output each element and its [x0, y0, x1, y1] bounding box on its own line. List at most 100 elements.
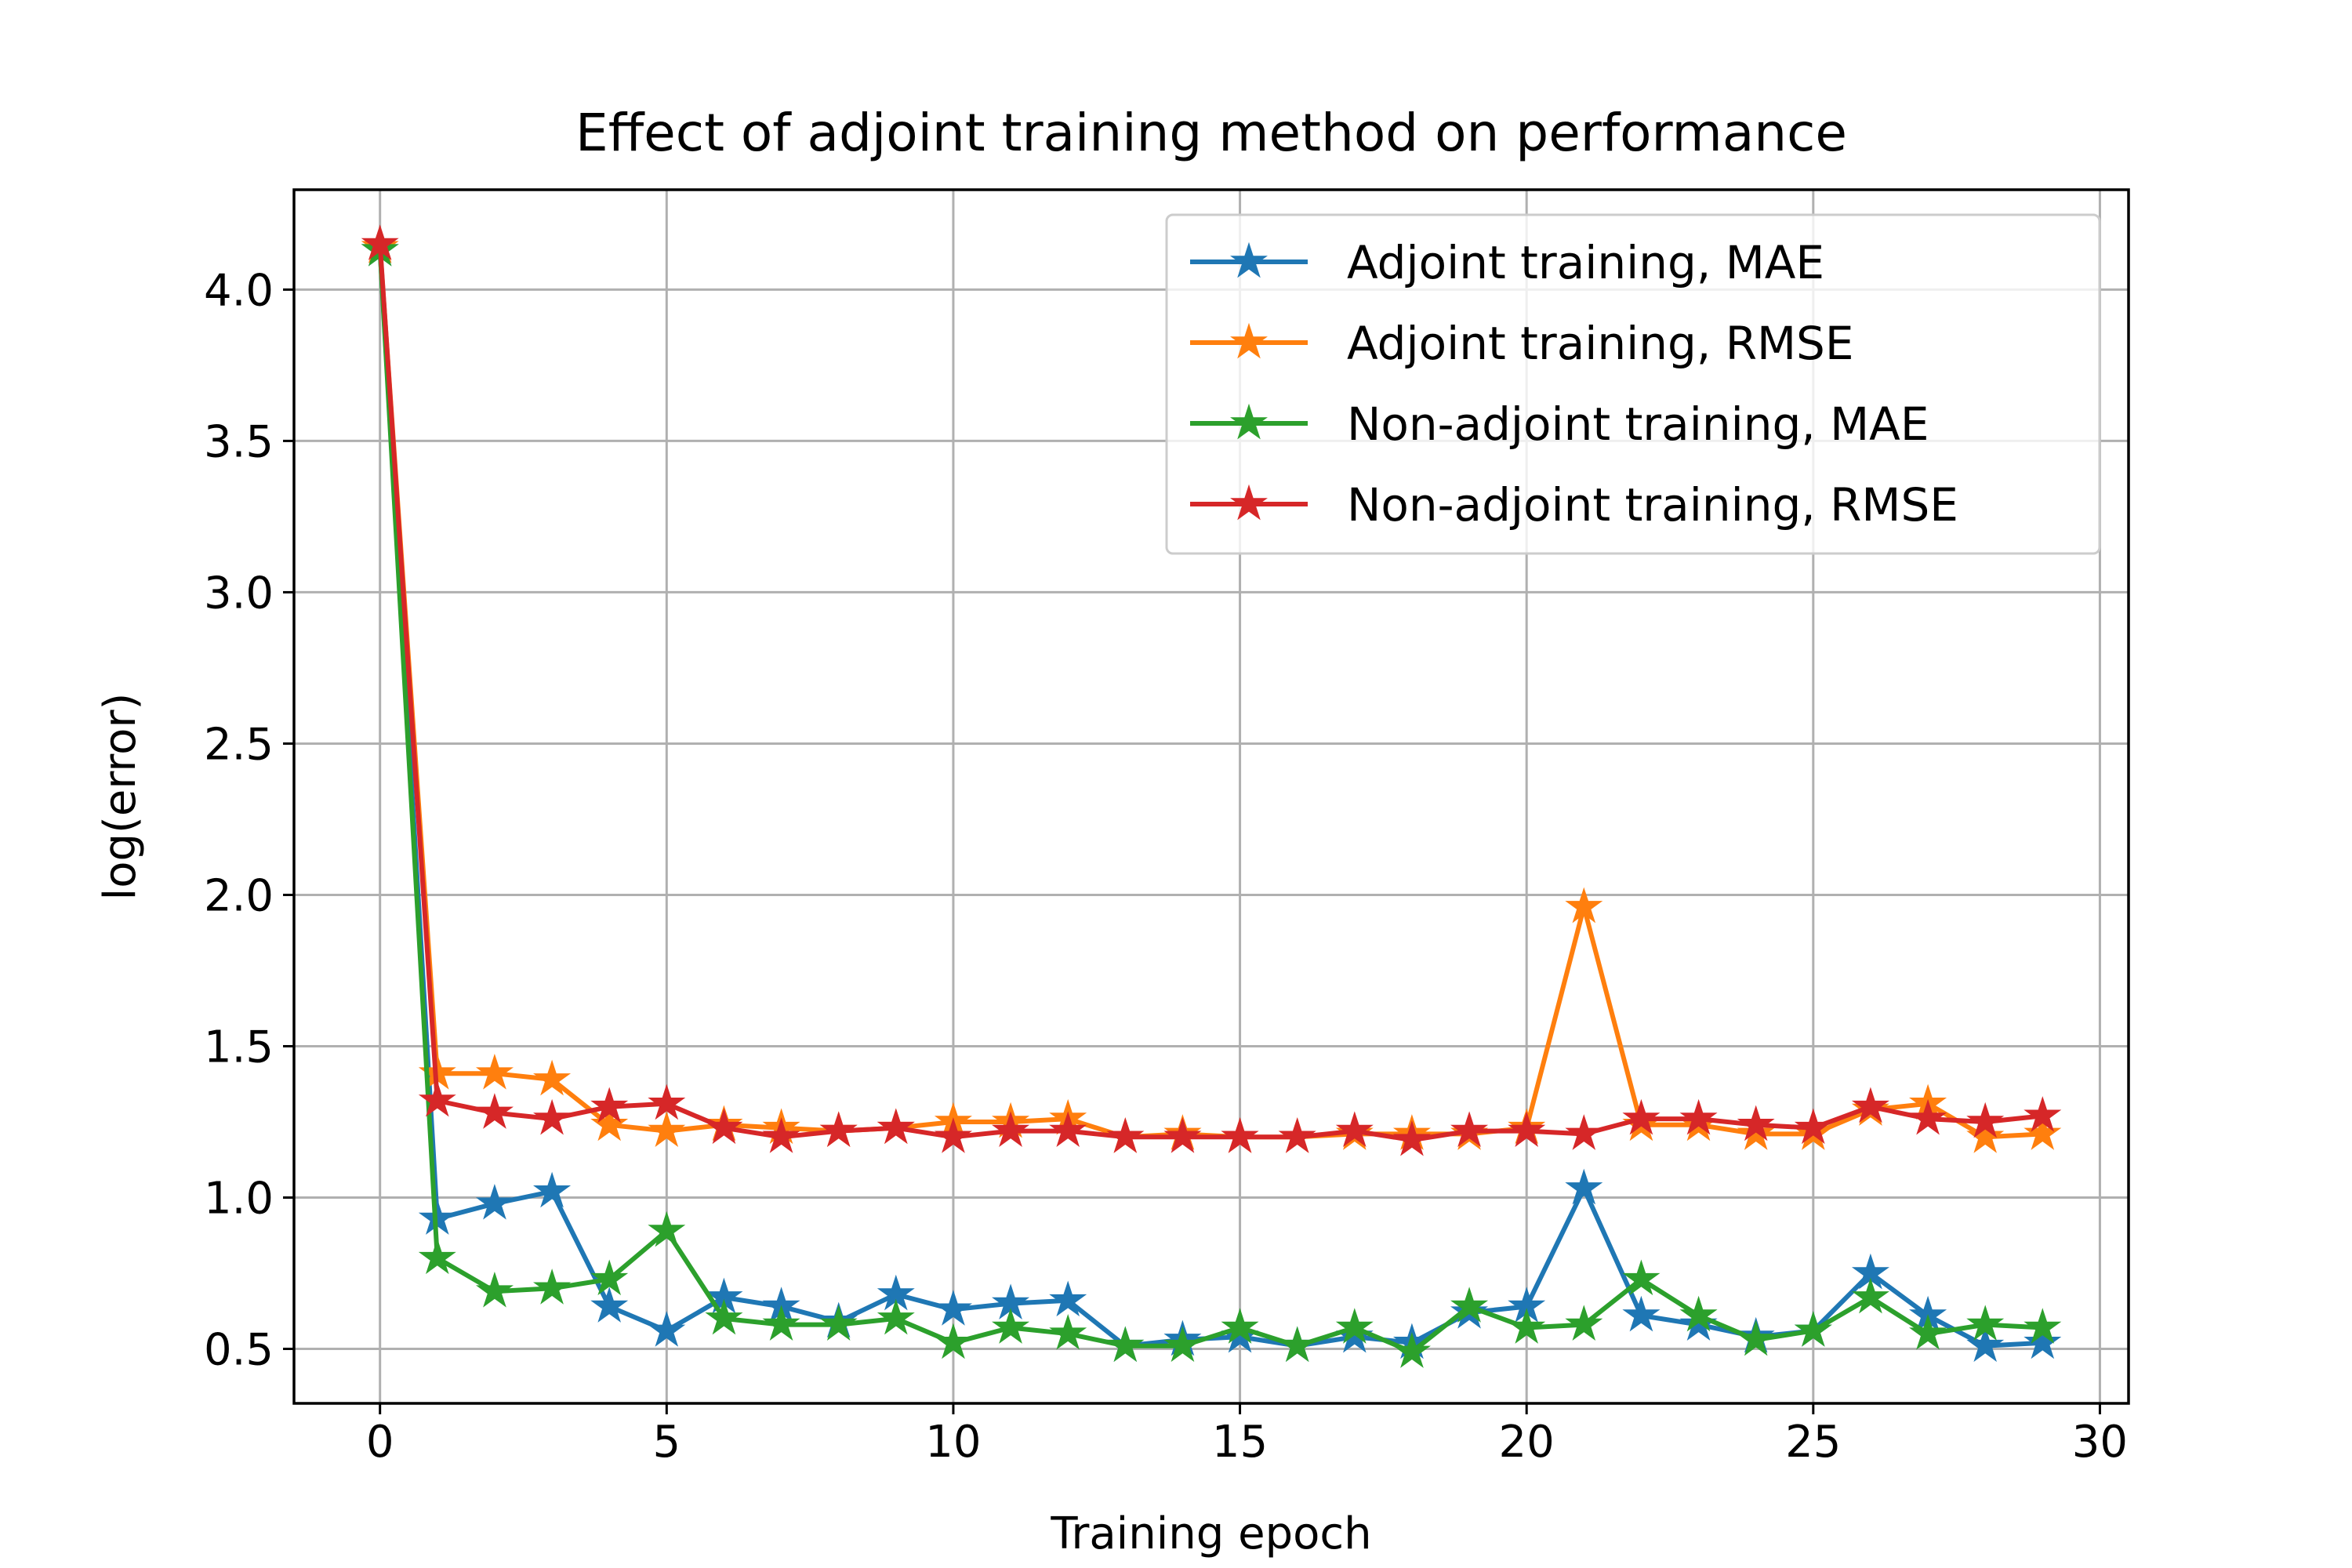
plot-frame [292, 188, 2130, 1405]
data-point [1909, 1313, 1947, 1350]
data-point [1737, 1319, 1775, 1356]
legend-label: Adjoint training, MAE [1347, 236, 1824, 289]
y-tick-label: 4.0 [204, 265, 274, 316]
legend-label: Non-adjoint training, MAE [1347, 397, 1929, 451]
data-point [361, 224, 399, 260]
data-point [992, 1308, 1030, 1344]
data-point [1450, 1287, 1489, 1323]
data-point [1966, 1117, 2005, 1153]
x-axis-label: Training epoch [1050, 1508, 1371, 1559]
series-3 [361, 230, 2062, 1368]
data-point [648, 1111, 686, 1148]
data-point [475, 1093, 514, 1129]
data-point [1966, 1326, 2005, 1363]
legend-entry: Adjoint training, MAE [1190, 236, 1824, 289]
y-tick-label: 1.5 [204, 1022, 274, 1073]
data-point [1278, 1117, 1316, 1153]
data-point [1565, 1114, 1603, 1150]
y-tick-label: 1.0 [204, 1173, 274, 1224]
data-point [533, 1171, 572, 1208]
data-point [1737, 1105, 1775, 1142]
data-point [1508, 1111, 1546, 1148]
data-point [533, 1269, 572, 1305]
data-point [1966, 1102, 2005, 1138]
data-point [2024, 1308, 2062, 1344]
y-tick-label: 0.5 [204, 1325, 274, 1376]
data-point [475, 1053, 514, 1090]
plot-series [361, 224, 2062, 1368]
data-point [1909, 1098, 1947, 1135]
data-point [1679, 1295, 1718, 1332]
data-point [1851, 1277, 1889, 1314]
data-point [1278, 1326, 1316, 1363]
data-point [819, 1111, 858, 1148]
data-point [1565, 887, 1603, 924]
data-point [1622, 1295, 1661, 1332]
data-point [648, 1311, 686, 1347]
x-tick-label: 0 [366, 1417, 394, 1468]
data-point [877, 1108, 915, 1145]
y-axis-label: log(error) [95, 693, 146, 901]
x-tick-label: 25 [1785, 1417, 1841, 1468]
data-point [1794, 1108, 1832, 1145]
axis-ticks: 0 5 10 15 20 25 30 0.5 1.0 1.5 2.0 2.5 3.0 3.5 4.0 [204, 265, 2128, 1468]
data-point [1622, 1259, 1661, 1296]
data-point [648, 1083, 686, 1120]
legend: Adjoint training, MAE Adjoint training, R… [1165, 213, 2101, 555]
x-tick-label: 15 [1212, 1417, 1268, 1468]
chart-title: Effect of adjoint training method on per… [575, 103, 1847, 163]
data-point [1565, 1305, 1603, 1341]
data-point [762, 1117, 800, 1153]
data-point [2024, 1096, 2062, 1132]
data-point [1794, 1311, 1832, 1347]
data-point [1622, 1098, 1661, 1135]
data-point [1049, 1280, 1087, 1317]
x-tick-label: 20 [1499, 1417, 1555, 1468]
legend-entry: Non-adjoint training, RMSE [1190, 478, 1958, 532]
data-point [934, 1323, 972, 1359]
data-point [705, 1108, 743, 1145]
data-point [648, 1210, 686, 1247]
data-point [762, 1305, 800, 1341]
x-tick-label: 30 [2072, 1417, 2128, 1468]
x-tick-label: 5 [652, 1417, 681, 1468]
data-point [2024, 1323, 2062, 1359]
data-point [590, 1287, 629, 1323]
legend-label: Adjoint training, RMSE [1347, 317, 1854, 370]
data-point [1392, 1332, 1431, 1368]
data-point [1221, 1308, 1259, 1344]
data-point [475, 1183, 514, 1220]
data-point [1106, 1326, 1145, 1363]
data-point [590, 1105, 629, 1142]
y-tick-label: 2.5 [204, 719, 274, 770]
data-point [475, 1271, 514, 1308]
legend-swatch-marker [1230, 322, 1268, 359]
data-point [418, 1238, 456, 1275]
y-tick-label: 3.0 [204, 568, 274, 619]
data-point [1450, 1111, 1489, 1148]
data-point [533, 1098, 572, 1135]
data-point [533, 1059, 572, 1096]
data-point [934, 1290, 972, 1326]
data-point [819, 1305, 858, 1341]
x-tick-label: 10 [925, 1417, 981, 1468]
data-point [1565, 1168, 1603, 1205]
data-point [2024, 1114, 2062, 1150]
data-point [1392, 1120, 1432, 1156]
data-point [705, 1298, 743, 1335]
data-point [1049, 1313, 1087, 1350]
y-tick-label: 3.5 [204, 416, 274, 467]
data-point [934, 1117, 972, 1153]
data-point [992, 1111, 1030, 1148]
legend-box [1165, 213, 2101, 555]
legend-swatch-marker [1230, 403, 1268, 440]
data-point [1335, 1308, 1374, 1344]
legend-swatch-marker [1230, 241, 1268, 278]
legend-entry: Non-adjoint training, MAE [1190, 397, 1929, 451]
data-point [1049, 1111, 1087, 1148]
data-point [877, 1298, 915, 1335]
data-point [418, 1080, 456, 1117]
legend-label: Non-adjoint training, RMSE [1347, 478, 1958, 532]
data-point [1335, 1111, 1374, 1148]
